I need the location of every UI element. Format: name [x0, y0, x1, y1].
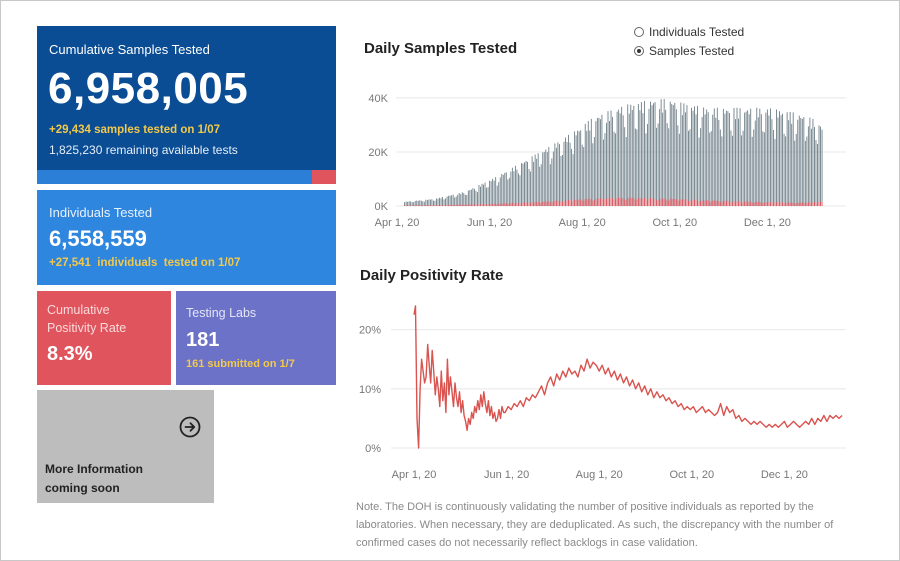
testing-labs-card: Testing Labs 181 161 submitted on 1/7: [176, 291, 336, 385]
samples-x-tick-label: Apr 1, 20: [375, 217, 420, 229]
testing-labs-value: 181: [186, 329, 220, 351]
positivity-rate-label: Cumulative Positivity Rate: [47, 303, 127, 335]
validation-note: Note. The DOH is continuously validating…: [356, 501, 834, 549]
individuals-tested-card: Individuals Tested 6,558,559 +27,541 ind…: [37, 190, 336, 285]
positivity-x-tick-label: Jun 1, 20: [484, 469, 529, 481]
positivity-x-tick-label: Apr 1, 20: [392, 469, 437, 481]
positivity-y-tick-label: 0%: [365, 443, 381, 455]
samples-x-tick-label: Dec 1, 20: [744, 217, 791, 229]
radio-button[interactable]: [634, 27, 644, 37]
samples-x-tick-label: Oct 1, 20: [652, 217, 697, 229]
individuals-new-line: +27,541 individuals tested on 1/07: [49, 257, 241, 269]
labs-submitted-line: 161 submitted on 1/7: [186, 358, 295, 370]
remaining-tests-fill: [312, 170, 336, 184]
radio-individuals-tested[interactable]: Individuals Tested: [634, 25, 744, 39]
samples-x-tick-label: Aug 1, 20: [559, 217, 606, 229]
samples-new-line: +29,434 samples tested on 1/07: [49, 124, 221, 136]
arrow-right-circle-icon[interactable]: [179, 416, 201, 438]
positivity-line: [413, 305, 843, 449]
individuals-tested-label: Individuals Tested: [49, 205, 153, 220]
daily-samples-chart: 0K 20K 40K Apr 1, 20 Jun 1, 20 Aug 1, 20 Oct 1…: [368, 93, 846, 229]
samples-y-tick-label: 20K: [368, 147, 388, 159]
radio-label: Samples Tested: [649, 44, 735, 58]
radio-label: Individuals Tested: [649, 25, 745, 39]
individuals-tested-value: 6,558,559: [49, 226, 147, 251]
more-information-card[interactable]: More Information coming soon: [37, 390, 214, 503]
radio-button[interactable]: [634, 46, 644, 56]
radio-samples-tested[interactable]: Samples Tested: [634, 44, 734, 58]
more-information-label: More Information coming soon: [45, 462, 143, 495]
remaining-tests-line: 1,825,230 remaining available tests: [49, 143, 238, 157]
daily-positivity-chart: 0% 10% 20% Apr 1, 20 Jun 1, 20 Aug 1, 20 Oct 1…: [359, 305, 846, 481]
samples-y-tick-label: 0K: [375, 201, 389, 213]
tests-usage-progress-bar: [37, 170, 336, 184]
cumulative-samples-card: Cumulative Samples Tested 6,958,005 +29,…: [37, 26, 336, 184]
daily-positivity-title: Daily Positivity Rate: [360, 267, 504, 284]
positivity-x-tick-label: Dec 1, 20: [761, 469, 808, 481]
samples-y-tick-label: 40K: [368, 93, 388, 105]
testing-labs-label: Testing Labs: [186, 306, 257, 320]
daily-samples-title: Daily Samples Tested: [364, 40, 518, 57]
positivity-y-tick-label: 20%: [359, 325, 381, 337]
positivity-y-tick-label: 10%: [359, 384, 381, 396]
cumulative-samples-value: 6,958,005: [48, 64, 249, 113]
positivity-x-tick-label: Oct 1, 20: [669, 469, 714, 481]
positivity-rate-card: Cumulative Positivity Rate 8.3%: [37, 291, 171, 385]
positivity-x-tick-label: Aug 1, 20: [576, 469, 623, 481]
cumulative-samples-label: Cumulative Samples Tested: [49, 42, 210, 57]
samples-x-tick-label: Jun 1, 20: [467, 217, 512, 229]
positivity-rate-value: 8.3%: [47, 343, 93, 365]
